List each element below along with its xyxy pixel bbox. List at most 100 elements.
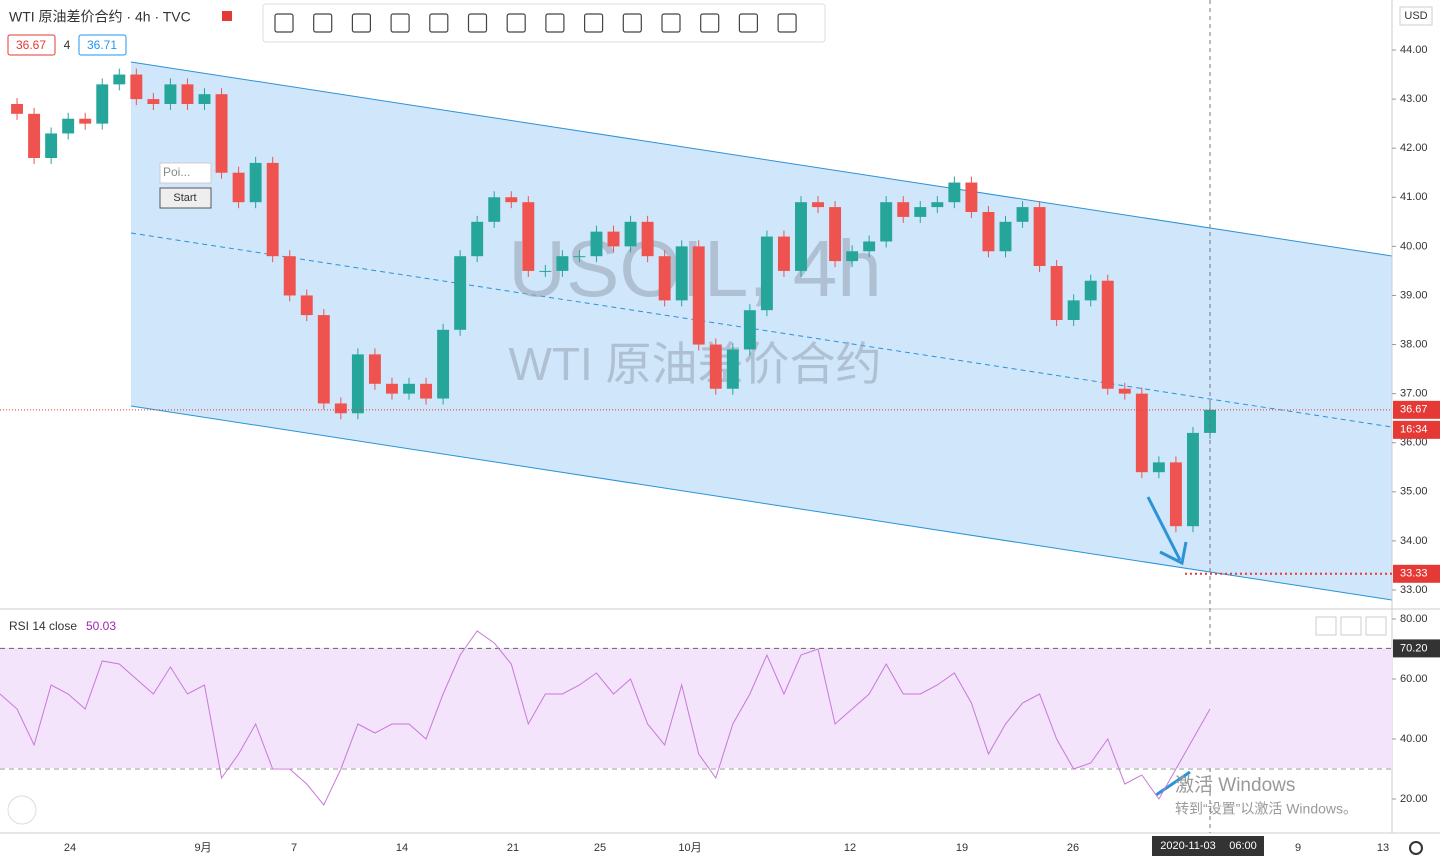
time-label: 21 [507, 842, 519, 854]
candle [1016, 207, 1029, 222]
candle [914, 207, 927, 217]
price-label: 37.00 [1400, 388, 1428, 400]
candle [846, 251, 859, 262]
tool-icon[interactable] [351, 13, 371, 33]
rsi-upper-box [1393, 639, 1440, 658]
tool-icon[interactable] [738, 13, 759, 33]
rsi-label: 20.00 [1400, 793, 1428, 805]
target-box [1393, 564, 1440, 583]
candle [897, 202, 910, 217]
start-label: Start [173, 192, 196, 204]
candle [266, 162, 279, 257]
last-box [1393, 400, 1440, 419]
time-label: 7 [291, 842, 297, 854]
rsi-upper-label: 70.20 [1400, 642, 1428, 654]
candle [1084, 280, 1097, 301]
time-label: 19 [956, 842, 968, 854]
price-label: 36.00 [1400, 437, 1428, 449]
watermark-sub: WTI 原油差价合约 [508, 338, 881, 390]
candle [454, 256, 467, 330]
candle [420, 383, 433, 399]
tool-icon[interactable] [429, 13, 449, 33]
settings[interactable] [1409, 841, 1423, 855]
tool-icon[interactable] [506, 13, 526, 33]
candle [931, 202, 944, 208]
price-label: 33.00 [1400, 584, 1428, 596]
candle [351, 354, 364, 414]
start-button[interactable] [159, 187, 212, 209]
candle [317, 315, 330, 404]
rsi-current: 50.03 [86, 619, 116, 633]
rsi-title: RSI 14 close [9, 619, 77, 633]
tool-icon[interactable] [390, 13, 410, 33]
candle [198, 94, 211, 104]
candle [982, 212, 995, 252]
price-label: 35.00 [1400, 486, 1428, 498]
tool-icon[interactable] [583, 13, 604, 33]
time-label: 12 [844, 842, 856, 854]
candle [113, 74, 126, 85]
candle [743, 310, 756, 350]
tool-icon[interactable] [467, 13, 488, 33]
tool-icon[interactable] [313, 13, 333, 33]
tool-icon[interactable] [777, 13, 797, 33]
time-label: 14 [396, 842, 408, 854]
candle [658, 256, 671, 301]
tool-icon[interactable] [661, 13, 681, 33]
price-label: 39.00 [1400, 289, 1428, 301]
price-label: 41.00 [1400, 191, 1428, 203]
rsi-label: 60.00 [1400, 673, 1428, 685]
candle [62, 118, 75, 134]
candle [283, 256, 296, 296]
currency: USD [1404, 10, 1427, 22]
candle [79, 118, 92, 124]
candle [1118, 388, 1131, 394]
widget-field[interactable] [159, 162, 212, 184]
tool-icon[interactable] [274, 13, 294, 33]
candle [181, 84, 194, 104]
candle [948, 182, 961, 203]
flag[interactable] [222, 11, 232, 21]
channel [131, 62, 1392, 600]
bid-box[interactable] [7, 34, 56, 56]
candle [624, 221, 637, 247]
pane-close[interactable] [1340, 616, 1362, 636]
candle [1186, 432, 1199, 527]
rsi-line [0, 630, 1211, 806]
logo[interactable] [7, 795, 37, 825]
pane-max[interactable] [1365, 616, 1387, 636]
tool-icon[interactable] [545, 13, 565, 33]
candle [607, 231, 620, 247]
countdown: 16:34 [1400, 424, 1428, 436]
candle [215, 94, 228, 173]
time-label: 13 [1377, 842, 1389, 854]
candle [368, 354, 381, 384]
time-label: 10月 [678, 842, 701, 854]
pane-up[interactable] [1315, 616, 1337, 636]
rsi-band [0, 648, 1392, 768]
candle [795, 202, 807, 271]
candle [334, 403, 347, 414]
candle [539, 270, 552, 272]
tool-icon[interactable] [700, 13, 720, 33]
candle [965, 182, 978, 212]
time-label: 9月 [194, 842, 211, 854]
arrow-head [1159, 541, 1188, 566]
tool-icon[interactable] [622, 13, 642, 33]
last-label: 36.67 [1400, 404, 1428, 416]
candle [130, 74, 143, 100]
ask-box[interactable] [78, 34, 127, 56]
price-label: 34.00 [1400, 535, 1428, 547]
price-label: 44.00 [1400, 44, 1428, 56]
currency-box[interactable] [1399, 6, 1433, 26]
candle [829, 207, 842, 262]
candle [675, 246, 688, 301]
time-label: 9 [1295, 842, 1301, 854]
target-label: 33.33 [1400, 568, 1428, 580]
price-label: 43.00 [1400, 93, 1428, 105]
candle [1169, 462, 1182, 527]
price-label: 40.00 [1400, 240, 1428, 252]
cursor-box [1152, 836, 1264, 856]
time-label: 24 [64, 842, 76, 854]
candle [999, 221, 1012, 252]
